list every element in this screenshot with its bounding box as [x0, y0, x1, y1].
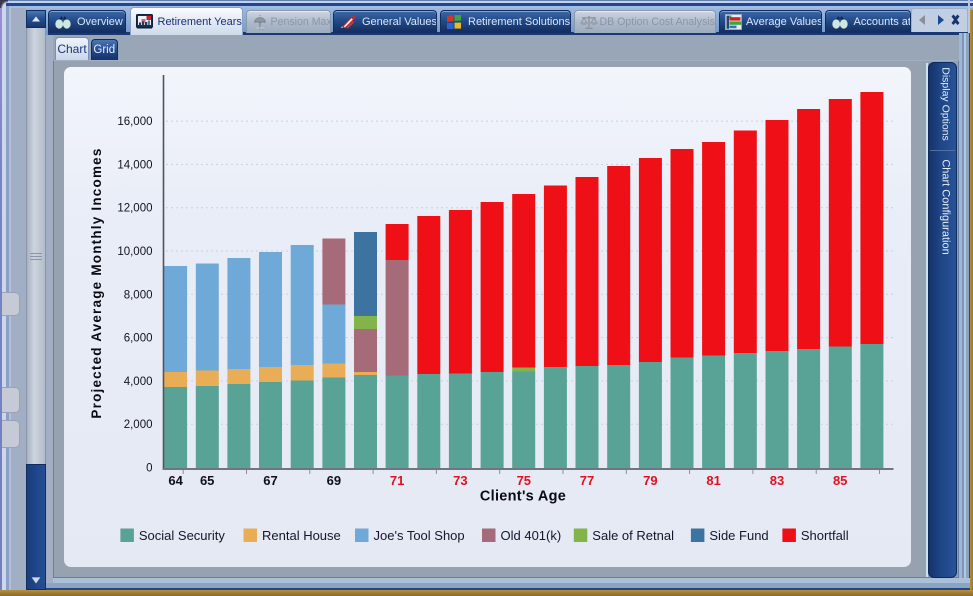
svg-text:Social Security: Social Security — [139, 528, 225, 543]
svg-text:83: 83 — [770, 473, 784, 488]
svg-text:Projected Average Monthly Inco: Projected Average Monthly Incomes — [89, 147, 104, 418]
svg-text:Shortfall: Shortfall — [801, 528, 849, 543]
svg-text:Old 401(k): Old 401(k) — [501, 528, 562, 543]
svg-text:Chart Configuration: Chart Configuration — [940, 159, 952, 254]
svg-text:79: 79 — [643, 473, 657, 488]
svg-text:14,000: 14,000 — [117, 159, 152, 171]
svg-text:6,000: 6,000 — [124, 333, 153, 345]
svg-text:0: 0 — [146, 463, 152, 475]
svg-text:12,000: 12,000 — [117, 203, 152, 215]
svg-text:73: 73 — [453, 473, 467, 488]
svg-text:75: 75 — [517, 473, 531, 488]
svg-text:65: 65 — [200, 473, 214, 488]
svg-text:8,000: 8,000 — [124, 289, 153, 301]
svg-text:Joe's Tool Shop: Joe's Tool Shop — [374, 528, 465, 543]
svg-text:85: 85 — [833, 473, 847, 488]
svg-text:71: 71 — [390, 473, 404, 488]
svg-text:Sale of Retnal: Sale of Retnal — [592, 528, 674, 543]
svg-text:77: 77 — [580, 473, 594, 488]
svg-text:16,000: 16,000 — [117, 116, 152, 128]
svg-text:2,000: 2,000 — [124, 419, 153, 431]
svg-text:4,000: 4,000 — [124, 376, 153, 388]
svg-text:67: 67 — [263, 473, 277, 488]
svg-text:Client's Age: Client's Age — [480, 489, 566, 505]
svg-text:Rental House: Rental House — [262, 528, 341, 543]
svg-text:Display Options: Display Options — [940, 67, 952, 141]
svg-text:81: 81 — [706, 473, 720, 488]
svg-text:69: 69 — [327, 473, 341, 488]
svg-text:Side Fund: Side Fund — [709, 528, 768, 543]
svg-text:64: 64 — [168, 473, 183, 488]
svg-text:10,000: 10,000 — [117, 246, 152, 258]
